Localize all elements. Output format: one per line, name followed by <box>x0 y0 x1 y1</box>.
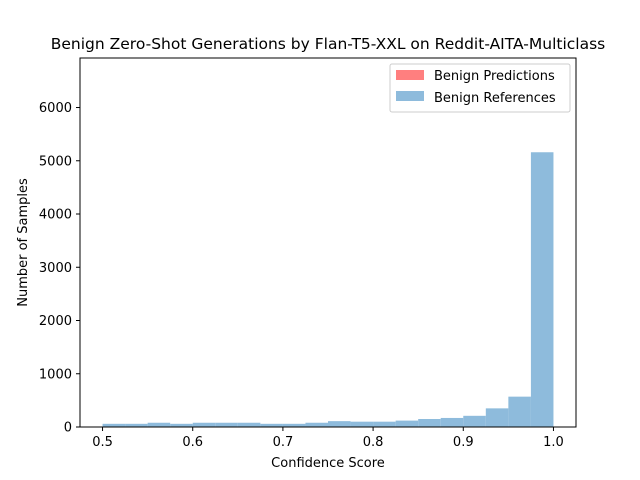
y-axis: 0 1000 2000 3000 4000 5000 6000 <box>39 101 80 436</box>
histogram-bar-benign-references-19 <box>530 152 554 427</box>
histogram-bar-benign-references-1 <box>125 423 148 427</box>
y-tick-label: 5000 <box>39 154 72 169</box>
x-axis-label: Confidence Score <box>271 456 385 471</box>
histogram-bar-benign-references-18 <box>508 396 531 427</box>
histogram-bar-benign-references-16 <box>463 415 486 427</box>
y-tick-label: 1000 <box>39 367 72 382</box>
histogram-bar-benign-references-14 <box>418 419 441 427</box>
histogram-bar-benign-references-15 <box>440 417 464 427</box>
histogram-bar-benign-references-13 <box>395 420 419 427</box>
y-tick-label: 3000 <box>39 261 72 276</box>
histogram-bar-benign-references-9 <box>305 422 328 427</box>
y-tick-label: 6000 <box>39 101 72 116</box>
histogram-bar-benign-references-17 <box>485 408 509 427</box>
y-axis-label: Number of Samples <box>16 178 31 307</box>
chart-title: Benign Zero-Shot Generations by Flan-T5-… <box>51 35 605 53</box>
legend: Benign Predictions Benign References <box>389 63 571 113</box>
x-tick-label: 0.7 <box>273 435 294 450</box>
x-tick-label: 1.0 <box>543 435 564 450</box>
histogram-bar-benign-references-5 <box>215 422 238 427</box>
legend-label-benign-predictions: Benign Predictions <box>434 69 555 84</box>
x-axis: 0.5 0.6 0.7 0.8 0.9 1.0 <box>92 427 564 450</box>
histogram-bar-benign-references-11 <box>350 421 374 427</box>
plot-frame <box>79 57 577 428</box>
legend-label-benign-references: Benign References <box>434 91 556 106</box>
y-tick-label: 0 <box>64 421 72 436</box>
legend-swatch-benign-references <box>396 91 424 101</box>
histogram-bar-benign-references-6 <box>237 422 261 427</box>
histogram-bar-benign-references-12 <box>373 421 396 427</box>
x-tick-label: 0.6 <box>182 435 203 450</box>
x-tick-label: 0.8 <box>363 435 384 450</box>
legend-swatch-benign-predictions <box>396 70 424 80</box>
legend-box <box>389 63 571 113</box>
histogram-bar-benign-references-8 <box>282 423 306 427</box>
histogram-bar-benign-references-4 <box>192 422 216 427</box>
x-tick-label: 0.5 <box>92 435 113 450</box>
histogram-bar-benign-references-0 <box>102 423 126 427</box>
histogram-bar-benign-references-3 <box>170 423 193 427</box>
histogram-bar-benign-references-10 <box>328 421 351 427</box>
x-tick-label: 0.9 <box>453 435 474 450</box>
bars-group <box>102 152 554 427</box>
histogram-bar-benign-references-7 <box>260 423 283 427</box>
y-tick-label: 2000 <box>39 314 72 329</box>
y-tick-label: 4000 <box>39 208 72 223</box>
histogram-bar-benign-references-2 <box>147 422 171 427</box>
